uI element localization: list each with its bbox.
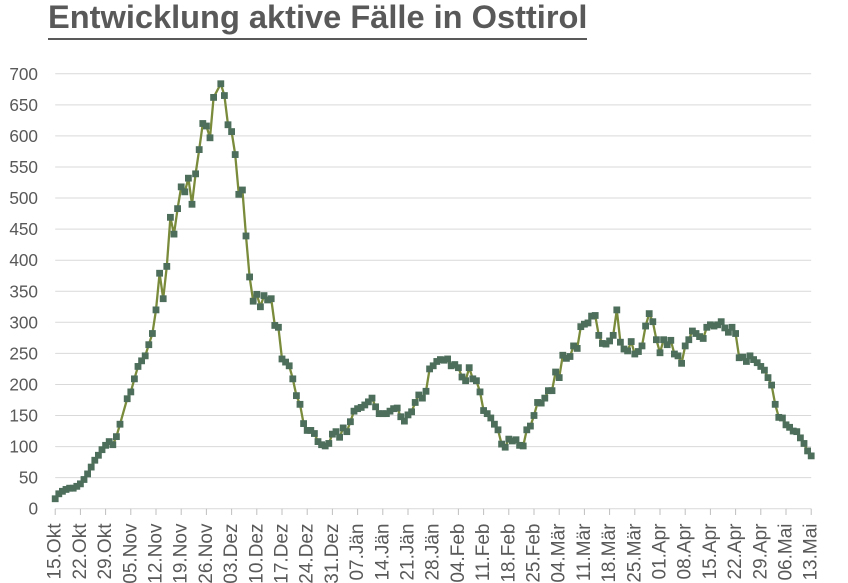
svg-text:0: 0 — [28, 499, 38, 519]
svg-text:250: 250 — [9, 343, 38, 363]
svg-text:01.Apr: 01.Apr — [650, 523, 671, 580]
svg-text:05.Nov: 05.Nov — [120, 523, 141, 583]
svg-text:03.Dez: 03.Dez — [221, 524, 242, 583]
svg-text:150: 150 — [9, 406, 38, 426]
svg-text:22.Apr: 22.Apr — [725, 523, 746, 580]
svg-text:28.Jän: 28.Jän — [423, 524, 444, 581]
svg-text:200: 200 — [9, 374, 38, 394]
svg-text:18.Feb: 18.Feb — [498, 524, 519, 583]
svg-text:450: 450 — [9, 219, 38, 239]
svg-text:14.Jän: 14.Jän — [372, 524, 393, 581]
svg-text:12.Nov: 12.Nov — [146, 523, 167, 583]
svg-text:04.Mär: 04.Mär — [549, 523, 570, 583]
svg-text:11.Feb: 11.Feb — [473, 524, 494, 582]
svg-text:650: 650 — [9, 95, 38, 115]
svg-text:700: 700 — [9, 64, 38, 84]
svg-text:08.Apr: 08.Apr — [675, 523, 696, 580]
svg-text:17.Dez: 17.Dez — [272, 524, 293, 583]
svg-text:21.Jän: 21.Jän — [398, 524, 419, 581]
svg-text:26.Nov: 26.Nov — [196, 523, 217, 583]
svg-text:500: 500 — [9, 188, 38, 208]
svg-text:11.Mär: 11.Mär — [574, 523, 595, 581]
svg-text:25.Feb: 25.Feb — [524, 524, 545, 583]
svg-text:29.Okt: 29.Okt — [95, 523, 116, 580]
svg-text:100: 100 — [9, 437, 38, 457]
svg-text:18.Mär: 18.Mär — [599, 523, 620, 583]
svg-text:400: 400 — [9, 250, 38, 270]
svg-text:29.Apr: 29.Apr — [750, 523, 771, 580]
svg-text:15.Apr: 15.Apr — [700, 523, 721, 580]
svg-text:10.Dez: 10.Dez — [246, 524, 267, 583]
svg-text:19.Nov: 19.Nov — [171, 523, 192, 583]
svg-text:50: 50 — [19, 468, 38, 488]
svg-text:31.Dez: 31.Dez — [322, 524, 343, 583]
svg-text:13.Mai: 13.Mai — [801, 524, 822, 581]
svg-text:300: 300 — [9, 312, 38, 332]
svg-text:15.Okt: 15.Okt — [45, 523, 66, 580]
svg-text:24.Dez: 24.Dez — [297, 524, 318, 583]
svg-text:04.Feb: 04.Feb — [448, 524, 469, 583]
svg-text:600: 600 — [9, 126, 38, 146]
svg-text:350: 350 — [9, 281, 38, 301]
svg-text:06.Mai: 06.Mai — [776, 524, 797, 581]
svg-text:25.Mär: 25.Mär — [624, 523, 645, 583]
svg-text:550: 550 — [9, 157, 38, 177]
svg-text:07.Jän: 07.Jän — [347, 524, 368, 581]
svg-text:22.Okt: 22.Okt — [70, 523, 91, 580]
